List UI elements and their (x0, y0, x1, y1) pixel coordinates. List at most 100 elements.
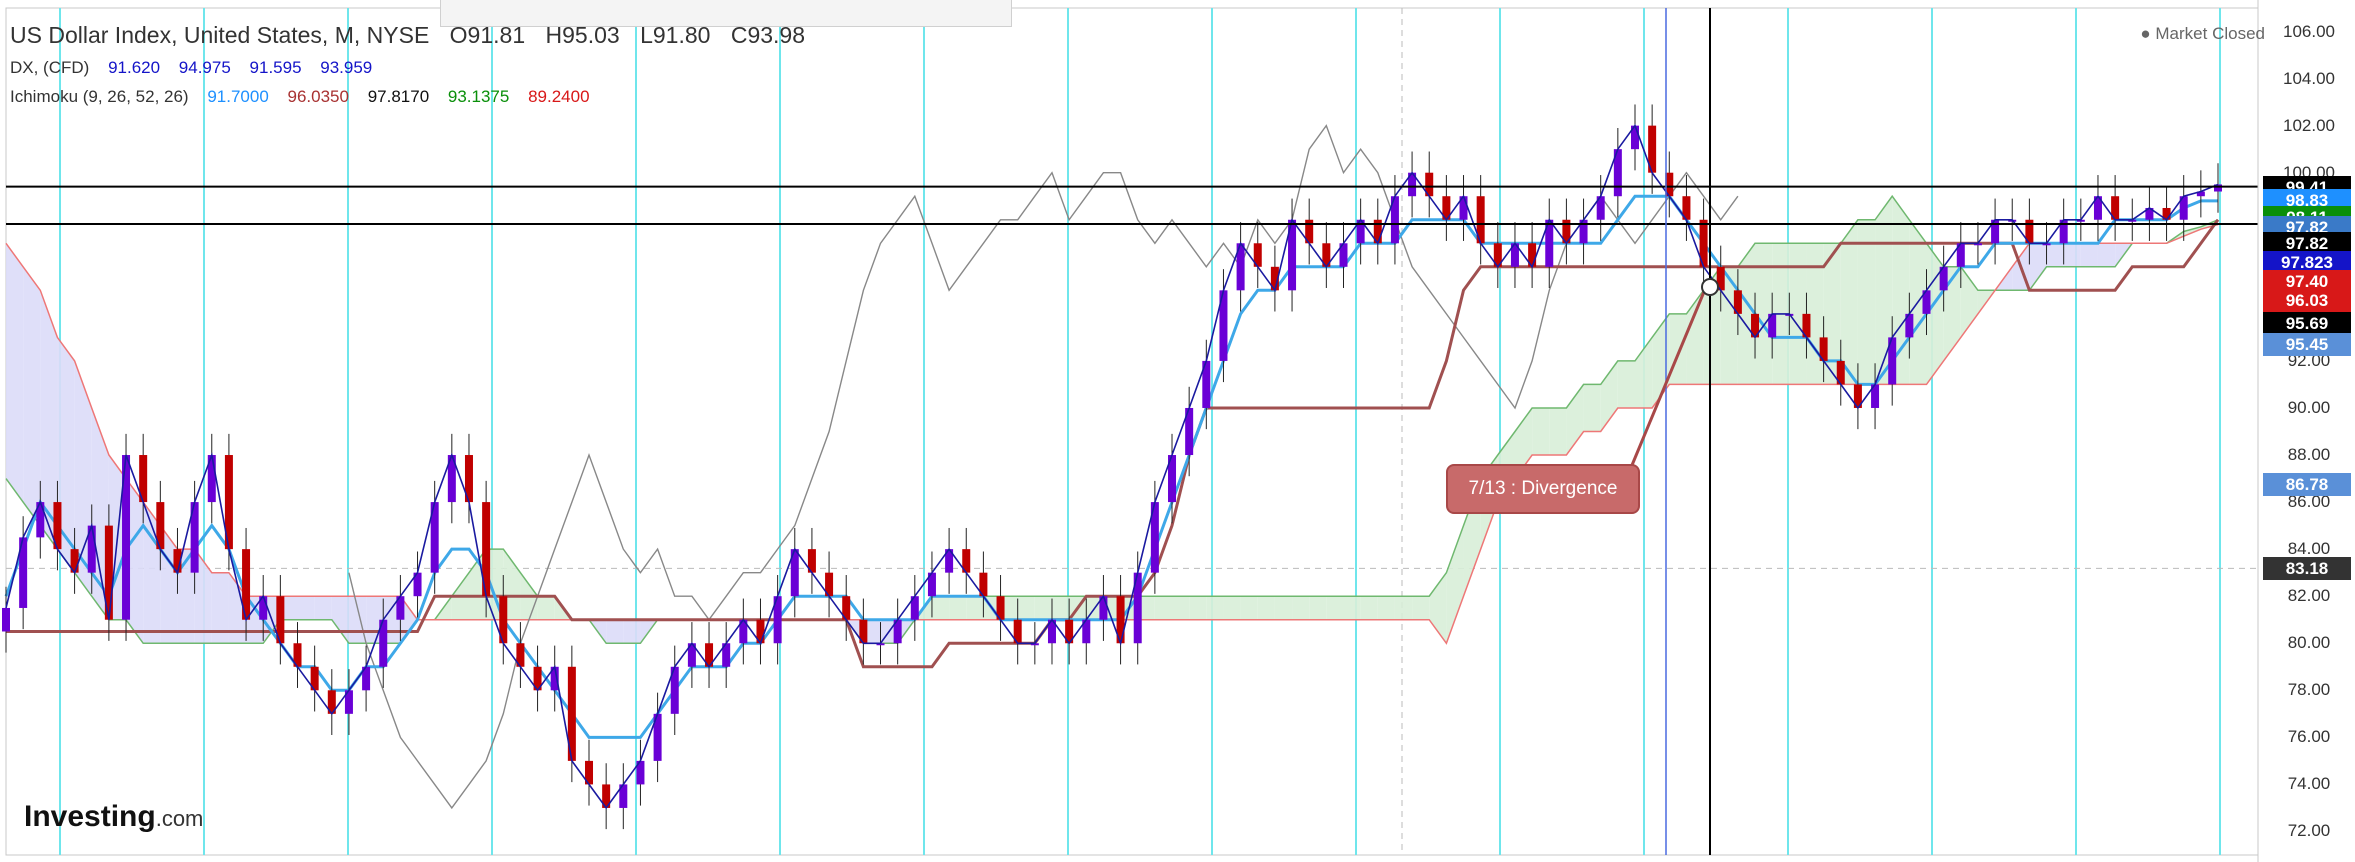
price-badge: 96.03 (2263, 288, 2351, 312)
ichimoku-label[interactable]: Ichimoku (9, 26, 52, 26) (10, 87, 189, 106)
drawing-toolbar[interactable] (440, 0, 1012, 27)
chikou-line (348, 124, 1739, 810)
annotation-pointer (1628, 286, 1708, 471)
kumo-segment (1103, 596, 1121, 620)
kumo-segment (863, 619, 881, 644)
candle-body (1288, 219, 1297, 291)
ichimoku-span-a-value: 93.1375 (447, 87, 510, 106)
close-value: C93.98 (730, 22, 805, 48)
kumo-segment (1532, 407, 1550, 456)
kumo-segment (1446, 525, 1464, 644)
candle-body (962, 549, 971, 573)
candle-body (1339, 243, 1348, 267)
kumo-segment (1377, 596, 1395, 620)
y-tick-label: 80.00 (2287, 633, 2331, 653)
kumo-segment (1189, 596, 1207, 620)
divergence-annotation[interactable]: 7/13 : Divergence (1446, 464, 1640, 514)
kumo-segment (1274, 596, 1293, 620)
price-badge: 97.823 (2263, 251, 2351, 275)
kumo-segment (2029, 243, 2047, 291)
y-tick-label: 88.00 (2287, 445, 2331, 465)
kumo-segment (1686, 290, 1704, 385)
dx-label[interactable]: DX, (CFD) (10, 58, 90, 77)
candle-body (173, 549, 182, 573)
kumo-segment (177, 549, 195, 644)
kumo-segment (126, 478, 144, 644)
candle-body (1082, 619, 1091, 644)
ichimoku-tenkan-value: 91.7000 (207, 87, 269, 106)
candle-body (344, 690, 353, 714)
candle-body (1510, 243, 1519, 267)
crosshair-handle (1701, 278, 1719, 296)
candle-body (396, 596, 405, 620)
price-badge: 86.78 (2263, 472, 2351, 496)
kumo-segment (1257, 596, 1275, 620)
candle-body (1819, 337, 1828, 361)
candle-body (53, 502, 62, 550)
kumo-segment (1292, 596, 1310, 620)
candle-body (756, 619, 765, 644)
kumo-segment (1703, 266, 1721, 385)
candle-body (670, 666, 679, 714)
candle-body (156, 502, 165, 550)
candle-body (293, 643, 302, 667)
candle-body (945, 549, 954, 573)
kumo-segment (1669, 313, 1687, 385)
kumo-segment (1840, 219, 1858, 385)
candle-body (2111, 196, 2120, 220)
candle-body (1356, 219, 1365, 244)
candle-body (859, 619, 868, 644)
price-badge: 97.82 (2263, 232, 2351, 256)
dx-close: 93.959 (320, 58, 373, 77)
candle-body (1219, 290, 1228, 361)
candle-body (1613, 149, 1622, 197)
candle-body (19, 537, 28, 608)
candle-body (722, 643, 731, 667)
y-tick-label: 84.00 (2287, 539, 2331, 559)
candle-body (2214, 184, 2222, 192)
candle-body (1202, 360, 1211, 408)
kumo-segment (1206, 596, 1224, 620)
candle-body (464, 455, 473, 503)
kumo-segment (1309, 596, 1327, 620)
candle-body (1185, 407, 1194, 456)
kumo-segment (1549, 407, 1567, 456)
chart-title-row: US Dollar Index, United States, M, NYSE … (10, 22, 819, 49)
kumo-segment (623, 619, 641, 644)
kumo-segment (297, 596, 315, 620)
y-tick-label: 78.00 (2287, 680, 2331, 700)
kumo-segment (348, 596, 367, 644)
kijun-line (6, 218, 2220, 669)
candle-body (310, 666, 319, 691)
candle-body (2128, 219, 2137, 222)
candle-body (2093, 196, 2102, 220)
candle-body (687, 643, 696, 667)
candle-body (70, 549, 79, 573)
kumo-segment (1000, 596, 1018, 620)
kumo-segment (211, 572, 229, 644)
candle-body (104, 525, 113, 620)
candle-body (207, 455, 216, 503)
candle-body (1459, 196, 1468, 220)
candle-body (1716, 266, 1725, 291)
kumo-segment (1172, 596, 1190, 620)
symbol-title[interactable]: US Dollar Index, United States, M, NYSE (10, 22, 430, 48)
kumo-segment (1617, 360, 1635, 408)
ichimoku-kijun-value: 96.0350 (287, 87, 349, 106)
candle-body (2, 607, 10, 632)
candle-body (1699, 219, 1708, 267)
kumo-segment (2097, 243, 2116, 267)
candle-body (276, 596, 285, 644)
y-tick-label: 82.00 (2287, 586, 2331, 606)
candle-body (927, 572, 936, 597)
ichimoku-legend-row: Ichimoku (9, 26, 52, 26) 91.7000 96.0350… (10, 87, 604, 107)
candle-body (87, 525, 96, 573)
kumo-segment (40, 290, 58, 550)
candle-body (619, 784, 628, 808)
kumo-segment (1034, 596, 1052, 620)
candle-body (602, 784, 611, 808)
kumo-segment (1755, 243, 1773, 385)
kumo-segment (1326, 596, 1344, 620)
